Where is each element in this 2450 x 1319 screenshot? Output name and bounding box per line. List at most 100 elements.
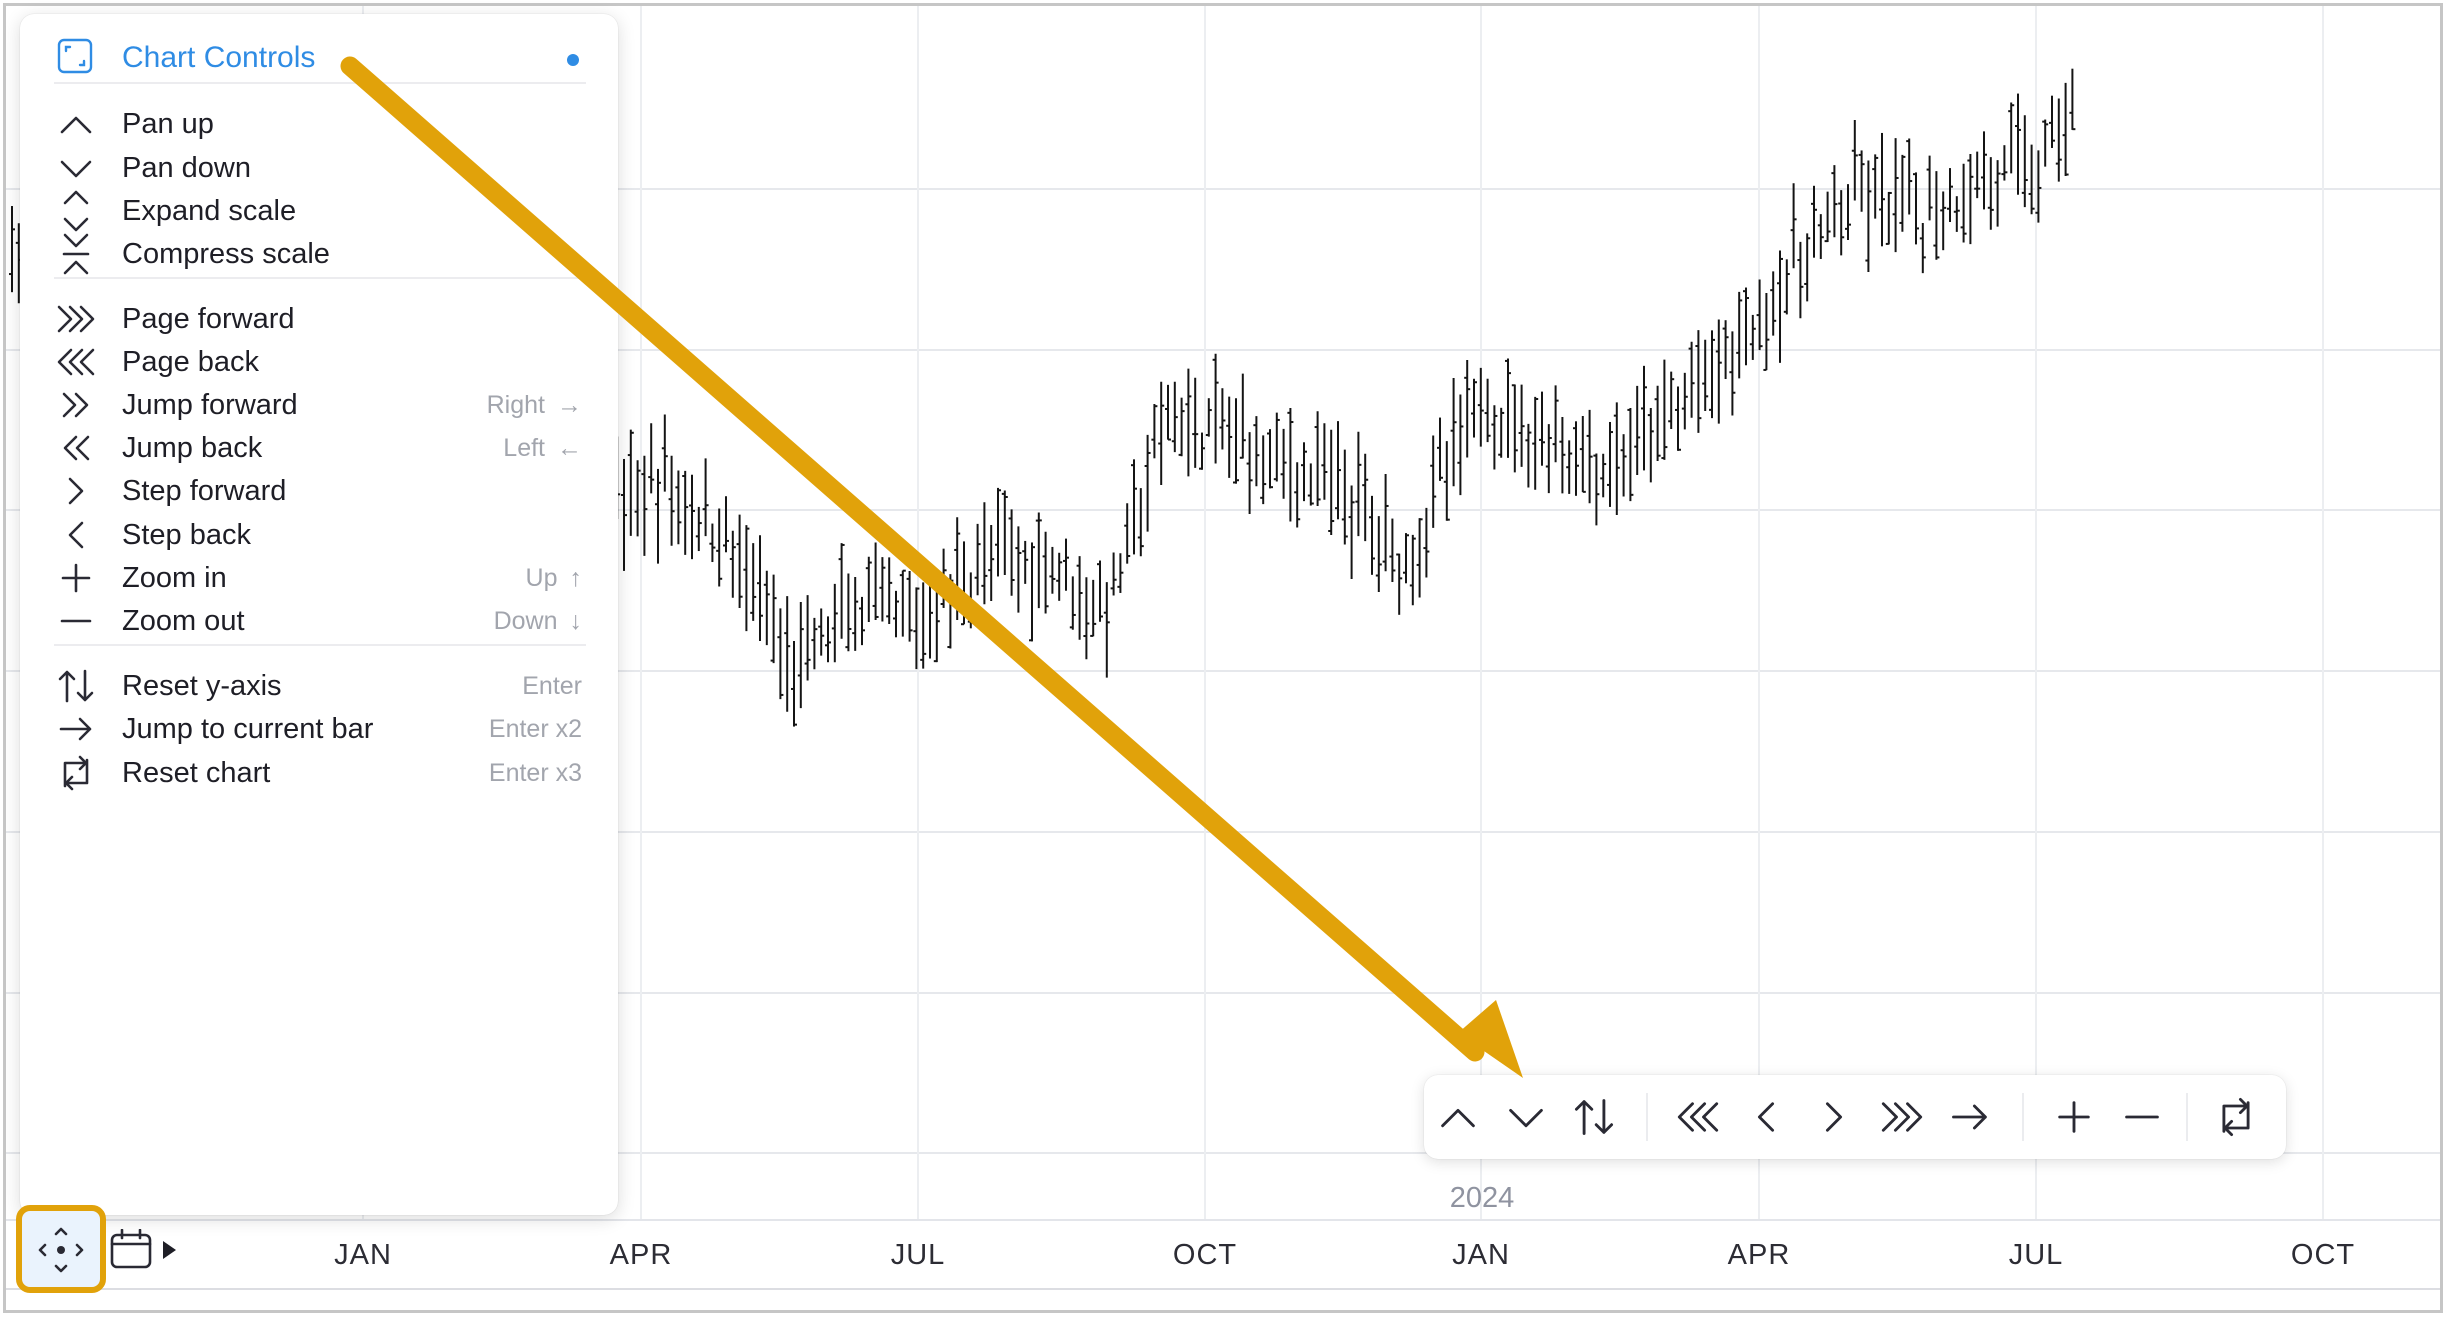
ohlc-bar	[1600, 453, 1607, 498]
ohlc-bar	[716, 508, 723, 587]
ohlc-bar	[777, 608, 784, 700]
shortcut-hint: Down ↓	[494, 607, 582, 636]
menu-item-step-forward[interactable]: Step forward	[20, 461, 618, 521]
chart-controls-button[interactable]	[16, 1205, 106, 1293]
shortcut-hint: Up ↑	[526, 564, 582, 593]
chevron-down-icon	[1509, 1108, 1543, 1128]
ohlc-bar	[1328, 429, 1335, 536]
ohlc-bar	[1763, 292, 1770, 371]
ohlc-bar	[838, 543, 845, 639]
ohlc-bar	[940, 548, 947, 608]
ohlc-bar	[784, 596, 791, 712]
ohlc-bar	[1817, 214, 1824, 259]
toolbar-reset-button[interactable]	[2214, 1095, 2258, 1139]
ohlc-bar	[1940, 191, 1947, 251]
toolbar-chevron-left-button[interactable]	[1744, 1095, 1788, 1139]
menu-item-pan-down[interactable]: Pan down	[20, 138, 618, 198]
ohlc-bar	[1953, 196, 1960, 232]
ohlc-bar	[1294, 462, 1301, 528]
ohlc-bar	[872, 542, 879, 620]
menu-item-compress-scale[interactable]: Compress scale	[20, 224, 618, 284]
shortcut-hint: Enter	[522, 672, 582, 701]
status-dot	[567, 54, 579, 66]
ohlc-bar	[1124, 503, 1131, 564]
menu-item-label: Jump back	[122, 432, 263, 464]
ohlc-bar	[1709, 330, 1715, 419]
calendar-button[interactable]	[110, 1228, 152, 1269]
ohlc-bar	[1566, 440, 1573, 494]
menu-item-label: Jump forward	[122, 389, 298, 421]
play-button[interactable]	[160, 1238, 180, 1262]
toolbar-arrow-right-button[interactable]	[1948, 1095, 1992, 1139]
ohlc-bar	[1933, 171, 1940, 260]
ohlc-bar	[1613, 402, 1620, 515]
ohlc-bar	[1239, 373, 1246, 459]
menu-item-pan-up[interactable]: Pan up	[20, 94, 618, 154]
menu-item-reset-chart[interactable]: Reset chart Enter x3	[20, 743, 618, 803]
menu-item-page-back[interactable]: Page back	[20, 332, 618, 392]
ohlc-bar	[695, 506, 702, 552]
menu-item-label: Compress scale	[122, 238, 330, 270]
menu-header[interactable]: Chart Controls	[20, 14, 618, 112]
x-tick-label: JUL	[2008, 1239, 2064, 1271]
ohlc-bar	[1654, 385, 1661, 461]
ohlc-bar	[1607, 421, 1613, 507]
ohlc-bar	[2062, 82, 2069, 176]
x-tick-label: OCT	[2290, 1239, 2356, 1271]
menu-item-expand-scale[interactable]: Expand scale	[20, 181, 618, 241]
ohlc-bar	[736, 514, 743, 608]
ohlc-bar	[1131, 459, 1137, 555]
toolbar-triple-chevron-left-button[interactable]	[1676, 1095, 1720, 1139]
ohlc-bar	[804, 595, 811, 681]
menu-item-zoom-out[interactable]: Zoom out Down ↓	[20, 591, 618, 651]
ohlc-bar	[1355, 431, 1362, 537]
ohlc-bar	[1838, 190, 1845, 256]
ohlc-bar	[1804, 233, 1811, 302]
ohlc-bar	[1736, 291, 1743, 379]
toolbar-chevron-up-button[interactable]	[1436, 1095, 1480, 1139]
ohlc-bar	[1797, 241, 1804, 319]
ohlc-bar	[1450, 377, 1457, 487]
ohlc-bar	[1103, 582, 1110, 678]
toolbar-plus-button[interactable]	[2052, 1095, 2096, 1139]
menu-item-label: Step forward	[122, 475, 287, 507]
ohlc-bar	[1872, 154, 1879, 219]
toolbar-separator	[2186, 1093, 2188, 1141]
ohlc-bar	[1307, 463, 1314, 506]
ohlc-bar	[757, 535, 763, 642]
toolbar-up-down-arrows-button[interactable]	[1572, 1095, 1616, 1139]
ohlc-bar	[1702, 339, 1709, 412]
menu-item-page-forward[interactable]: Page forward	[20, 289, 618, 349]
ohlc-bar	[1314, 411, 1321, 506]
chevron-up-icon	[1441, 1108, 1475, 1128]
ohlc-bar	[1321, 423, 1328, 500]
ohlc-bar	[743, 525, 750, 632]
ohlc-bar	[791, 640, 797, 727]
minus-icon	[56, 603, 96, 639]
ohlc-bar	[1641, 365, 1647, 471]
ohlc-bar	[661, 414, 668, 492]
ohlc-bar	[818, 608, 825, 656]
ohlc-bar	[899, 569, 906, 637]
toolbar-triple-chevron-right-button[interactable]	[1880, 1095, 1924, 1139]
ohlc-bar	[1382, 474, 1389, 572]
x-tick-label: JAN	[1452, 1239, 1510, 1271]
ohlc-bar	[1457, 394, 1464, 496]
ohlc-bar	[852, 576, 859, 651]
chevron-down-icon	[56, 150, 96, 186]
shortcut-key: Enter	[522, 672, 582, 700]
toolbar-minus-button[interactable]	[2120, 1095, 2164, 1139]
ohlc-bar	[1505, 358, 1511, 458]
ohlc-bar	[1579, 415, 1586, 493]
menu-item-step-back[interactable]: Step back	[20, 505, 618, 565]
chevron-left-icon	[56, 517, 96, 553]
ohlc-bar	[1729, 331, 1736, 416]
toolbar-chevron-down-button[interactable]	[1504, 1095, 1548, 1139]
ohlc-bar	[954, 517, 961, 621]
ohlc-bar	[1443, 441, 1450, 521]
shortcut-arrow: →	[557, 391, 582, 419]
toolbar-chevron-right-button[interactable]	[1812, 1095, 1856, 1139]
ohlc-bar	[2055, 98, 2062, 182]
ohlc-bar	[1471, 378, 1477, 438]
ohlc-bar	[627, 429, 634, 536]
